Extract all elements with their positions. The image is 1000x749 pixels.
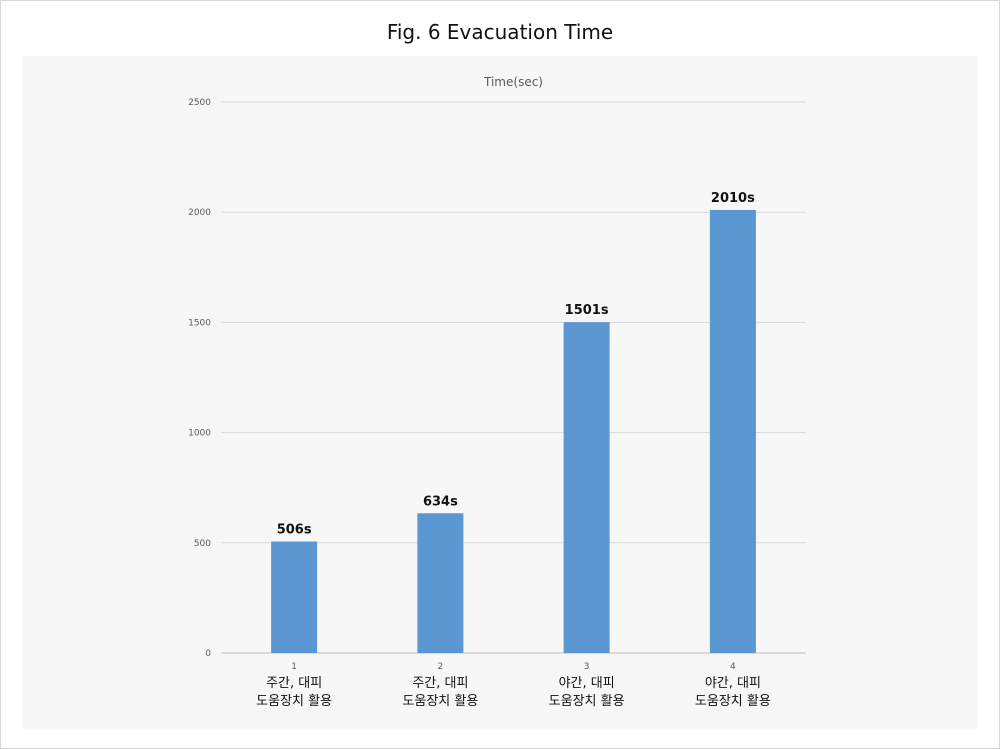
category-label-line2: 도움장치 활용 bbox=[695, 694, 771, 709]
bar bbox=[271, 541, 318, 653]
category-label-line2: 도움장치 활용 bbox=[402, 694, 478, 709]
category-number: 1 bbox=[291, 662, 297, 672]
gridlines bbox=[221, 101, 806, 654]
y-tick-label: 0 bbox=[205, 649, 211, 659]
data-label: 1501s bbox=[565, 303, 609, 318]
y-tick-label: 1500 bbox=[188, 318, 211, 328]
data-label: 634s bbox=[423, 494, 458, 509]
category-label-line1: 야간, 대피 bbox=[705, 676, 761, 691]
category-label-line1: 야간, 대피 bbox=[559, 676, 615, 691]
bar bbox=[417, 513, 464, 653]
figure-title: Fig. 6 Evacuation Time bbox=[386, 20, 614, 44]
y-axis-ticks: 0 500 1000 1500 2000 2500 bbox=[188, 98, 211, 659]
chart-panel bbox=[22, 56, 978, 729]
category-number: 4 bbox=[730, 662, 736, 672]
category-label-line2: 도움장치 활용 bbox=[256, 694, 332, 709]
data-label: 506s bbox=[277, 522, 312, 537]
y-tick-label: 2500 bbox=[188, 98, 211, 108]
category-number: 2 bbox=[438, 662, 444, 672]
category-label-line1: 주간, 대피 bbox=[266, 676, 322, 691]
bar bbox=[709, 209, 756, 653]
bar bbox=[563, 322, 610, 653]
y-tick-label: 500 bbox=[194, 539, 211, 549]
category-label-line2: 도움장치 활용 bbox=[549, 694, 625, 709]
chart-title: Time(sec) bbox=[483, 75, 543, 89]
data-labels: 506s 634s 1501s 2010s bbox=[277, 191, 755, 537]
category-number: 3 bbox=[584, 662, 590, 672]
category-label-line1: 주간, 대피 bbox=[412, 676, 468, 691]
bars bbox=[271, 209, 756, 653]
data-label: 2010s bbox=[711, 191, 755, 206]
y-tick-label: 1000 bbox=[188, 429, 211, 439]
y-tick-label: 2000 bbox=[188, 208, 211, 218]
